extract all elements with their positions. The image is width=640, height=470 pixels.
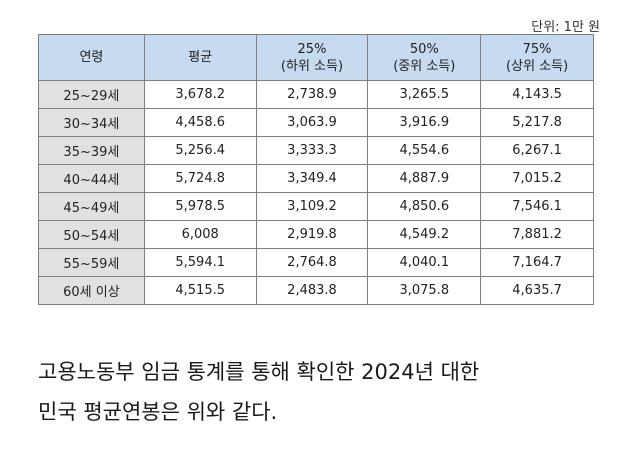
caption-text: 고용노동부 임금 통계를 통해 확인한 2024년 대한 민국 평균연봉은 위와… bbox=[38, 352, 608, 432]
age-cell: 35~39세 bbox=[38, 136, 145, 165]
table-row: 45~49세 5,978.5 3,109.2 4,850.6 7,546.1 bbox=[38, 192, 594, 221]
header-p75: 75% (상위 소득) bbox=[480, 34, 594, 81]
table-row: 55~59세 5,594.1 2,764.8 4,040.1 7,164.7 bbox=[38, 248, 594, 277]
p50-cell: 4,040.1 bbox=[367, 248, 482, 277]
p25-cell: 2,738.9 bbox=[255, 80, 369, 109]
caption-line-2: 민국 평균연봉은 위와 같다. bbox=[38, 400, 278, 424]
average-cell: 4,458.6 bbox=[143, 108, 257, 137]
average-cell: 5,724.8 bbox=[143, 164, 257, 193]
unit-label: 단위: 1만 원 bbox=[531, 20, 600, 35]
average-cell: 5,256.4 bbox=[143, 136, 257, 165]
p25-cell: 2,919.8 bbox=[255, 220, 369, 249]
p50-cell: 4,554.6 bbox=[367, 136, 482, 165]
p50-cell: 4,850.6 bbox=[367, 192, 482, 221]
p75-cell: 7,164.7 bbox=[480, 248, 594, 277]
age-cell: 50~54세 bbox=[38, 220, 145, 249]
table-row: 35~39세 5,256.4 3,333.3 4,554.6 6,267.1 bbox=[38, 136, 594, 165]
p50-cell: 3,075.8 bbox=[367, 276, 482, 305]
p25-cell: 2,764.8 bbox=[255, 248, 369, 277]
p25-cell: 3,063.9 bbox=[255, 108, 369, 137]
table-row: 60세 이상 4,515.5 2,483.8 3,075.8 4,635.7 bbox=[38, 276, 594, 305]
table-row: 30~34세 4,458.6 3,063.9 3,916.9 5,217.8 bbox=[38, 108, 594, 137]
p75-cell: 7,015.2 bbox=[480, 164, 594, 193]
p75-cell: 7,546.1 bbox=[480, 192, 594, 221]
p25-cell: 3,333.3 bbox=[255, 136, 369, 165]
age-cell: 30~34세 bbox=[38, 108, 145, 137]
p75-cell: 5,217.8 bbox=[480, 108, 594, 137]
p25-cell: 2,483.8 bbox=[255, 276, 369, 305]
average-cell: 3,678.2 bbox=[143, 80, 257, 109]
p75-cell: 4,635.7 bbox=[480, 276, 594, 305]
age-cell: 55~59세 bbox=[38, 248, 145, 277]
p75-cell: 7,881.2 bbox=[480, 220, 594, 249]
salary-table: 연령 평균 25% (하위 소득) 50% (중위 소득) 75% (상위 소득… bbox=[38, 34, 594, 305]
header-p50: 50% (중위 소득) bbox=[367, 34, 482, 81]
table-row: 50~54세 6,008 2,919.8 4,549.2 7,881.2 bbox=[38, 220, 594, 249]
p50-cell: 4,549.2 bbox=[367, 220, 482, 249]
p25-cell: 3,349.4 bbox=[255, 164, 369, 193]
p50-cell: 3,916.9 bbox=[367, 108, 482, 137]
header-p25: 25% (하위 소득) bbox=[255, 34, 369, 81]
average-cell: 4,515.5 bbox=[143, 276, 257, 305]
age-cell: 25~29세 bbox=[38, 80, 145, 109]
table-row: 25~29세 3,678.2 2,738.9 3,265.5 4,143.5 bbox=[38, 80, 594, 109]
header-average: 평균 bbox=[143, 34, 257, 81]
caption-line-1: 고용노동부 임금 통계를 통해 확인한 2024년 대한 bbox=[38, 360, 480, 384]
age-cell: 40~44세 bbox=[38, 164, 145, 193]
p75-cell: 6,267.1 bbox=[480, 136, 594, 165]
average-cell: 5,978.5 bbox=[143, 192, 257, 221]
table-row: 40~44세 5,724.8 3,349.4 4,887.9 7,015.2 bbox=[38, 164, 594, 193]
p25-cell: 3,109.2 bbox=[255, 192, 369, 221]
average-cell: 5,594.1 bbox=[143, 248, 257, 277]
average-cell: 6,008 bbox=[143, 220, 257, 249]
p75-cell: 4,143.5 bbox=[480, 80, 594, 109]
header-age: 연령 bbox=[38, 34, 145, 81]
p50-cell: 3,265.5 bbox=[367, 80, 482, 109]
age-cell: 60세 이상 bbox=[38, 276, 145, 305]
table-header-row: 연령 평균 25% (하위 소득) 50% (중위 소득) 75% (상위 소득… bbox=[38, 34, 594, 81]
p50-cell: 4,887.9 bbox=[367, 164, 482, 193]
age-cell: 45~49세 bbox=[38, 192, 145, 221]
